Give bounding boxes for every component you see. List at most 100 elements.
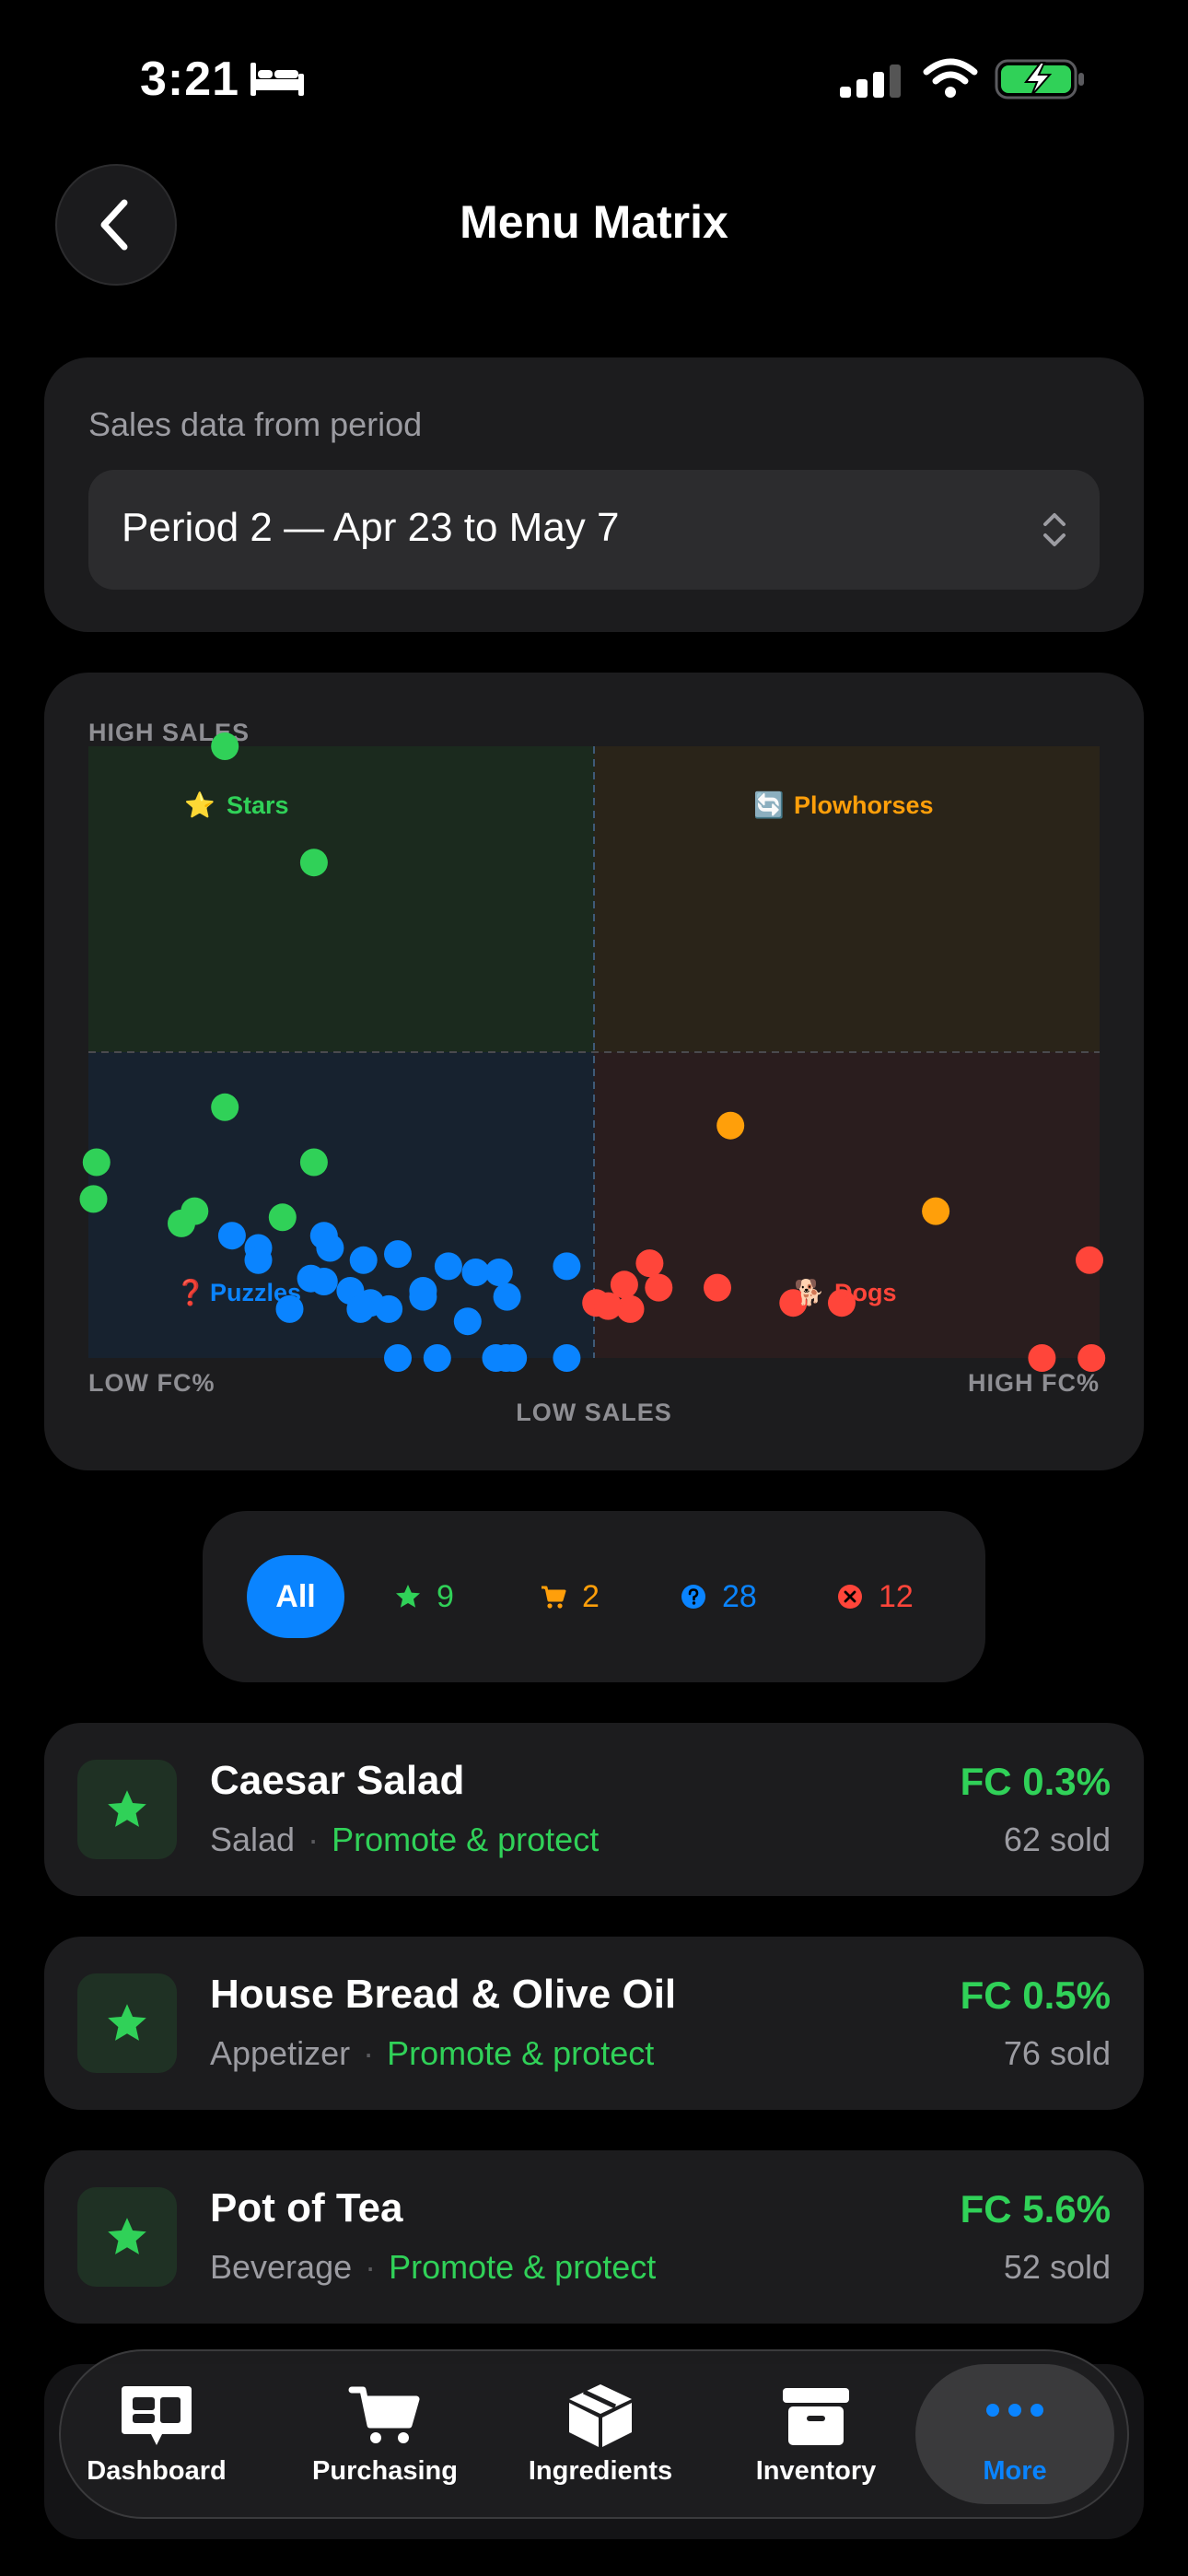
battery-charging-icon (995, 59, 1084, 100)
matrix-point-puzzles[interactable] (499, 1344, 528, 1372)
item-action: Promote & protect (332, 1821, 600, 1858)
filter-all-chip[interactable]: All (247, 1555, 344, 1638)
item-food-cost: FC 0.3% (960, 1760, 1111, 1803)
matrix-point-puzzles[interactable] (349, 1246, 378, 1274)
matrix-point-stars[interactable] (299, 1148, 328, 1177)
chevron-left-icon (100, 199, 128, 251)
matrix-point-dogs[interactable] (1028, 1344, 1056, 1372)
matrix-point-puzzles[interactable] (434, 1252, 462, 1281)
matrix-point-stars[interactable] (168, 1209, 195, 1237)
question-circle-icon (681, 1585, 705, 1609)
matrix-point-stars[interactable] (299, 849, 328, 877)
star-icon (108, 1790, 146, 1827)
matrix-point-puzzles[interactable] (384, 1240, 412, 1269)
status-time: 3:21 (140, 53, 240, 106)
menu-item-card[interactable]: House Bread & Olive Oil Appetizer · Promot… (44, 1937, 1144, 2110)
period-select[interactable]: Period 2 — Apr 23 to May 7 (88, 470, 1100, 590)
menu-item-card[interactable]: Caesar Salad Salad · Promote & protect FC … (44, 1723, 1144, 1896)
x-circle-icon (838, 1585, 862, 1609)
quadrant-dogs-label: Dogs (834, 1279, 897, 1306)
cellular-signal-icon (840, 64, 901, 98)
axis-label-low-fc: LOW FC% (88, 1369, 215, 1397)
archive-box-icon (783, 2387, 849, 2445)
menu-item-card[interactable]: Pot of Tea Beverage · Promote & protect FC… (44, 2150, 1144, 2324)
matrix-point-puzzles[interactable] (423, 1344, 451, 1372)
matrix-point-puzzles[interactable] (316, 1234, 344, 1262)
matrix-point-puzzles[interactable] (384, 1344, 412, 1372)
more-dots-icon (986, 2403, 1043, 2417)
matrix-point-stars[interactable] (79, 1185, 108, 1213)
matrix-point-dogs[interactable] (1077, 1344, 1106, 1372)
filter-plowhorses-chip[interactable]: 2 (540, 1555, 600, 1638)
matrix-point-dogs[interactable] (779, 1289, 808, 1317)
matrix-point-stars[interactable] (211, 732, 239, 760)
tab-dashboard[interactable]: Dashboard (79, 2351, 234, 2517)
matrix-point-dogs[interactable] (828, 1289, 856, 1317)
back-button[interactable] (55, 164, 177, 286)
matrix-point-dogs[interactable] (610, 1270, 638, 1299)
tab-more-label: More (983, 2455, 1047, 2486)
filter-puzzles-count: 28 (722, 1578, 757, 1614)
matrix-point-dogs[interactable] (616, 1294, 645, 1323)
axis-label-high-fc: HIGH FC% (968, 1369, 1100, 1397)
matrix-point-puzzles[interactable] (217, 1222, 246, 1250)
matrix-point-puzzles[interactable] (453, 1307, 482, 1336)
period-card: Sales data from period Period 2 — Apr 23… (44, 357, 1144, 632)
matrix-point-puzzles[interactable] (553, 1252, 581, 1281)
star-badge (77, 1973, 177, 2073)
matrix-point-plowhorses[interactable] (922, 1197, 950, 1225)
item-action: Promote & protect (387, 2034, 655, 2072)
tab-purchasing-label: Purchasing (312, 2455, 458, 2486)
filter-dogs-chip[interactable]: 12 (836, 1555, 914, 1638)
matrix-point-puzzles[interactable] (409, 1282, 437, 1311)
axis-label-low-sales: LOW SALES (516, 1399, 672, 1426)
matrix-point-dogs[interactable] (1076, 1246, 1103, 1274)
tab-bar: Dashboard Purchasing Ingredients Invento… (59, 2349, 1129, 2519)
matrix-point-puzzles[interactable] (461, 1259, 490, 1286)
matrix-point-puzzles[interactable] (553, 1344, 581, 1372)
filter-stars-count: 9 (437, 1578, 454, 1614)
item-name: Pot of Tea (210, 2185, 403, 2231)
period-label: Sales data from period (88, 405, 423, 443)
quadrant-stars-bg (88, 746, 594, 1052)
quadrant-plowhorses-label: Plowhorses (794, 791, 934, 819)
item-subtitle: Beverage · Promote & protect (210, 2248, 656, 2287)
up-down-chevron-icon (1043, 513, 1066, 546)
filter-puzzles-chip[interactable]: 28 (680, 1555, 757, 1638)
tab-ingredients[interactable]: Ingredients (518, 2351, 683, 2517)
matrix-point-puzzles[interactable] (375, 1294, 403, 1323)
menu-matrix-chart: HIGH SALES ⭐ Stars 🔄 Plowhorses ❓ Puzzle… (44, 673, 1144, 1470)
matrix-point-puzzles[interactable] (484, 1259, 513, 1286)
matrix-point-puzzles[interactable] (309, 1268, 338, 1295)
tab-more[interactable]: More (915, 2364, 1114, 2504)
package-icon (569, 2383, 632, 2447)
matrix-point-puzzles[interactable] (275, 1294, 304, 1323)
matrix-point-stars[interactable] (268, 1203, 297, 1232)
filter-plowhorses-count: 2 (582, 1578, 600, 1614)
points-layer (79, 732, 1106, 1372)
separator-dot: · (363, 2034, 375, 2072)
tab-dashboard-label: Dashboard (87, 2455, 227, 2486)
quadrant-stars-label: Stars (227, 791, 289, 819)
matrix-point-dogs[interactable] (704, 1273, 731, 1302)
matrix-point-stars[interactable] (82, 1148, 111, 1177)
matrix-point-puzzles[interactable] (493, 1282, 521, 1311)
quadrant-puzzles-label: Puzzles (210, 1279, 301, 1306)
matrix-point-stars[interactable] (211, 1093, 239, 1121)
matrix-point-dogs[interactable] (635, 1249, 664, 1278)
item-subtitle: Appetizer · Promote & protect (210, 2034, 654, 2073)
cart-icon (542, 1586, 566, 1609)
item-food-cost: FC 0.5% (960, 1973, 1111, 2017)
tab-purchasing[interactable]: Purchasing (308, 2351, 462, 2517)
matrix-point-dogs[interactable] (645, 1273, 673, 1302)
matrix-point-puzzles[interactable] (346, 1294, 375, 1323)
tab-inventory[interactable]: Inventory (742, 2351, 890, 2517)
star-badge (77, 2187, 177, 2287)
matrix-point-plowhorses[interactable] (716, 1111, 745, 1140)
item-action: Promote & protect (389, 2248, 657, 2286)
matrix-point-puzzles[interactable] (244, 1246, 273, 1274)
filter-stars-chip[interactable]: 9 (394, 1555, 454, 1638)
matrix-point-dogs[interactable] (594, 1292, 623, 1320)
star-icon (396, 1585, 420, 1608)
period-selected-value: Period 2 — Apr 23 to May 7 (122, 505, 620, 550)
